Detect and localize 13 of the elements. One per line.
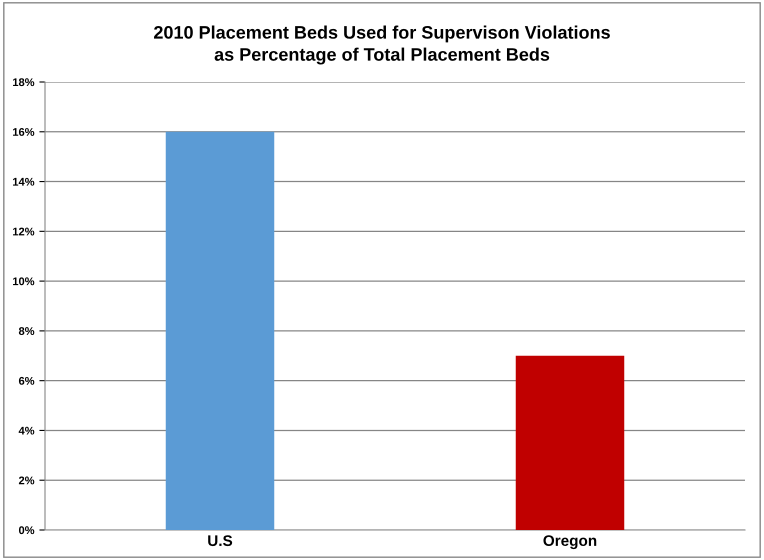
- y-tick-label: 18%: [13, 78, 34, 86]
- y-tick-label: 2%: [18, 476, 34, 484]
- chart-title: 2010 Placement Beds Used for Supervison Violations as Percentage of Total Placement Beds: [154, 26, 610, 64]
- y-tick-label: 16%: [13, 128, 34, 136]
- y-tick-label: 4%: [18, 426, 34, 435]
- x-tick-label: U.S: [208, 535, 232, 546]
- y-tick-label: 12%: [13, 228, 34, 236]
- y-tick-label: 6%: [18, 376, 34, 385]
- y-tick-label: 10%: [13, 277, 34, 286]
- x-tick-label: Oregon: [543, 535, 596, 550]
- y-tick-label: 8%: [18, 327, 34, 336]
- y-tick-label: 0%: [18, 526, 34, 534]
- y-tick-label: 14%: [13, 178, 34, 186]
